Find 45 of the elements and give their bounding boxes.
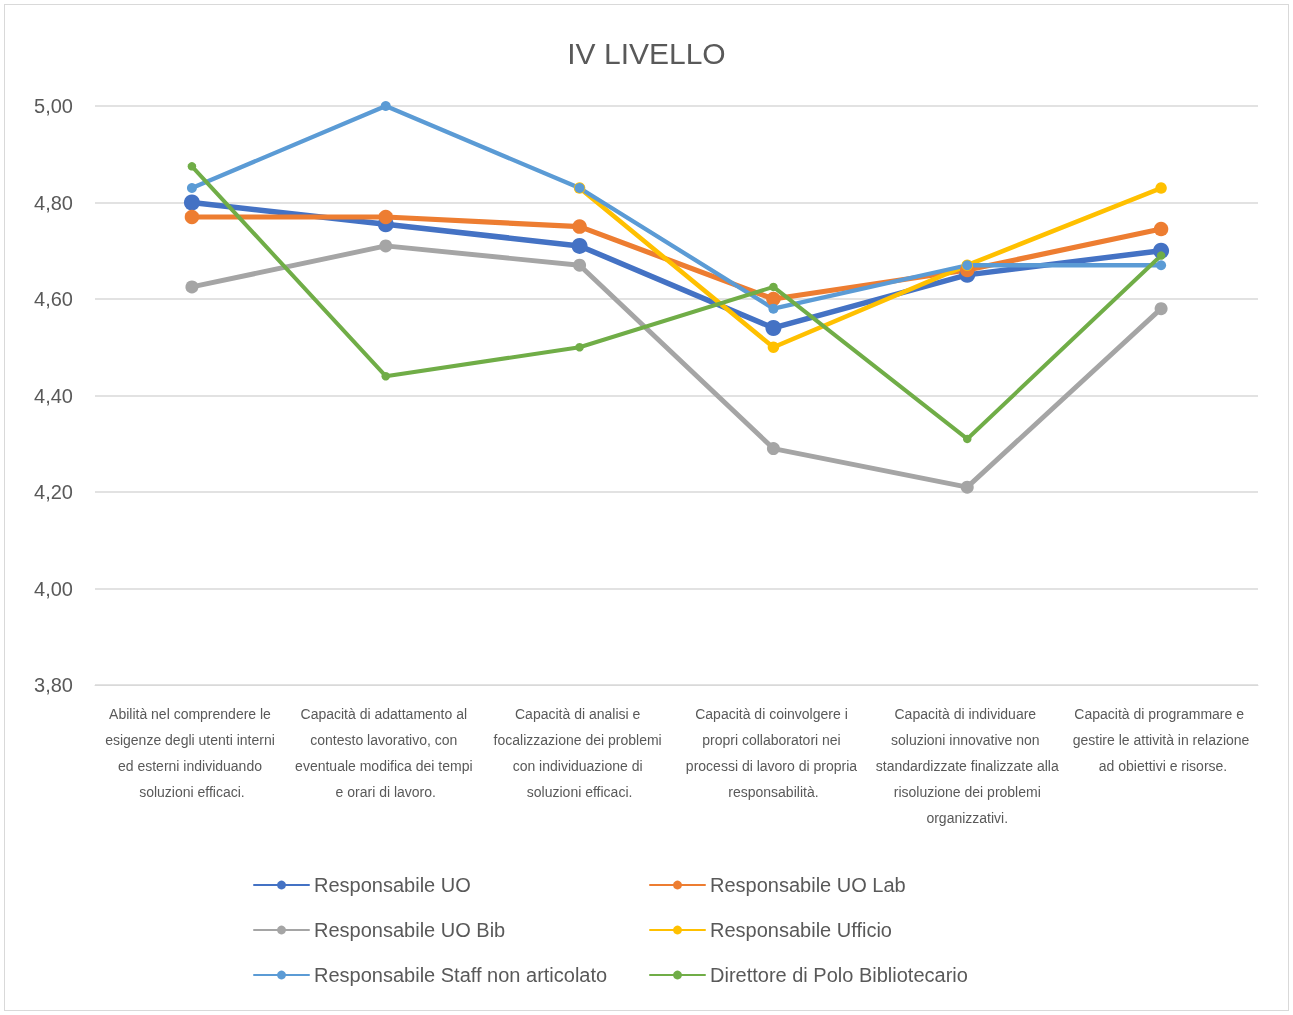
y-tick-label: 4,00 — [34, 577, 73, 600]
point — [1155, 182, 1167, 194]
point — [963, 434, 972, 444]
x-tick-label: Capacità di adattamento al contesto lavorativo, con eventuale modifica dei tempi e orari di lavoro. — [295, 706, 477, 800]
x-tick-label: Capacità di individuare soluzioni innovative non standardizzate finalizzate alla risoluzione dei problemi organizzativi. — [875, 706, 1059, 826]
x-tick-label: Capacità di coinvolgere i propri collaboratori nei processi di lavoro di propria responsabilità. — [685, 706, 861, 800]
x-tick-label: Capacità di analisi e focalizzazione dei problemi con individuazione di soluzioni efficaci. — [493, 706, 666, 800]
point — [379, 239, 393, 253]
x-tick-label: Capacità di programmare e gestire le attività in relazione ad obiettivi e risorse. — [1072, 706, 1250, 774]
y-tick-label: 4,40 — [34, 384, 73, 407]
legend-label: Responsabile UO — [314, 874, 471, 896]
y-tick-label: 4,20 — [34, 481, 73, 503]
point — [380, 101, 391, 111]
point — [1153, 221, 1169, 237]
point — [183, 194, 200, 211]
point — [768, 303, 779, 314]
point — [187, 162, 197, 171]
point — [769, 282, 778, 292]
point — [573, 258, 587, 272]
legend-label: Responsabile UO Bib — [314, 919, 506, 941]
point — [378, 209, 393, 225]
point — [767, 341, 780, 353]
point — [766, 291, 781, 307]
point — [765, 319, 782, 336]
point — [185, 280, 199, 294]
point — [960, 480, 974, 494]
y-tick-label: 4,80 — [34, 191, 73, 214]
y-tick-label: 3,80 — [34, 674, 73, 696]
y-tick-label: 4,60 — [34, 288, 73, 310]
point — [381, 371, 390, 381]
point — [186, 183, 197, 194]
point — [1156, 260, 1167, 271]
x-tick-label: Abilità nel comprendere le esigenze degli utenti interni ed esterni individuando soluzioni efficaci. — [105, 706, 279, 800]
point — [571, 237, 588, 254]
chart-title: IV LIVELLO — [567, 36, 726, 70]
legend-label: Responsabile Ufficio — [710, 919, 892, 941]
legend-label: Direttore di Polo Bibliotecario — [710, 964, 968, 986]
legend-label: Responsabile Staff non articolato — [314, 964, 608, 986]
point — [184, 209, 200, 225]
point — [1154, 302, 1168, 316]
point — [766, 442, 780, 456]
y-tick-label: 5,00 — [34, 95, 73, 117]
point — [572, 219, 587, 234]
point — [575, 343, 584, 352]
legend-label: Responsabile UO Lab — [710, 874, 906, 896]
